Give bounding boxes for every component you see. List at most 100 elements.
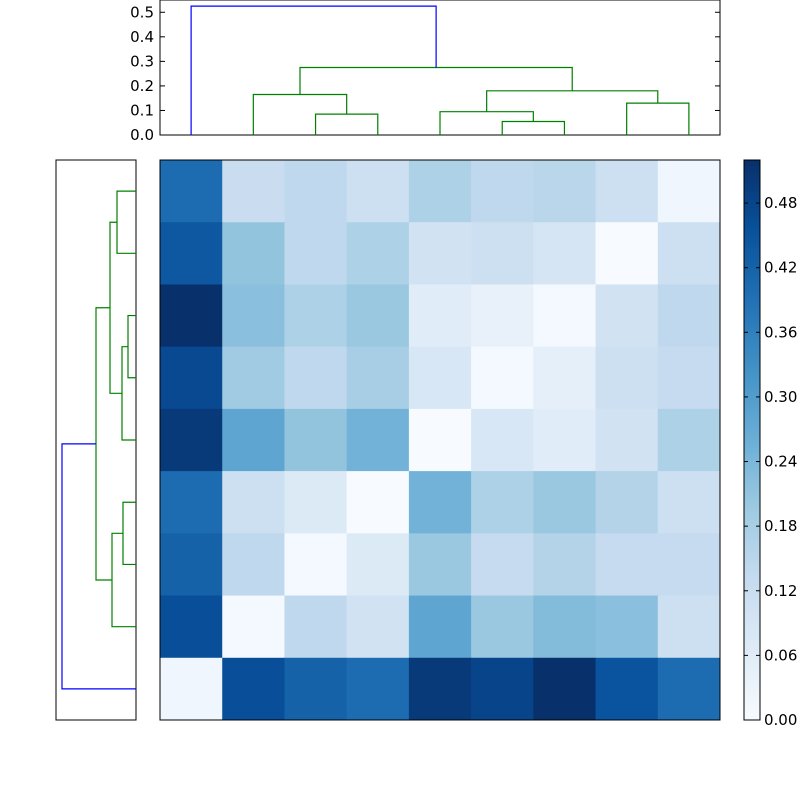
heatmap-cell (408, 222, 472, 285)
heatmap-cell (595, 284, 659, 348)
heatmap-cell (284, 408, 348, 472)
heatmap-cell (222, 595, 285, 659)
heatmap-cell (657, 595, 721, 659)
colorbar-gradient (743, 159, 761, 721)
heatmap-cell (222, 657, 285, 721)
heatmap-cell (346, 222, 410, 285)
heatmap-cell (471, 408, 534, 472)
heatmap-cell (595, 533, 659, 597)
heatmap-cell (595, 222, 659, 285)
heatmap-cell (222, 533, 285, 597)
colorbar-tick-label: 0.00 (764, 711, 797, 729)
heatmap-cell (160, 657, 223, 721)
colorbar: 0.00 0.06 0.12 0.18 0.24 0.30 0.36 0.42 0.48 (743, 159, 797, 729)
heatmap-cell (595, 346, 659, 410)
y-tick-label: 0.2 (130, 77, 154, 95)
top-dendrogram: 0.0 0.1 0.2 0.3 0.4 0.5 (130, 0, 721, 144)
heatmap-frame (159, 159, 721, 721)
dendrogram-link (439, 111, 534, 135)
heatmap-cell (346, 284, 410, 348)
heatmap-cell (408, 408, 472, 472)
heatmap-cell (595, 160, 659, 223)
heatmap-cell (222, 222, 285, 285)
heatmap-cell (657, 222, 721, 285)
heatmap-cell (657, 533, 721, 597)
heatmap-cell (471, 284, 534, 348)
heatmap-cell (222, 471, 285, 534)
heatmap-cell (408, 595, 472, 659)
heatmap-cell (346, 471, 410, 534)
heatmap-cell (408, 284, 472, 348)
heatmap-cell (160, 533, 223, 597)
heatmap-cell (533, 222, 597, 285)
heatmap-cell (160, 346, 223, 410)
heatmap-cell (533, 657, 597, 721)
heatmap-cell (160, 284, 223, 348)
heatmap-cell (657, 160, 721, 223)
colorbar-tick-label: 0.30 (764, 388, 797, 406)
heatmap-cell (284, 284, 348, 348)
heatmap-cell (284, 657, 348, 721)
heatmap (159, 159, 721, 721)
y-tick-label: 0.1 (130, 101, 154, 119)
heatmap-cell (595, 408, 659, 472)
heatmap-cell (284, 595, 348, 659)
heatmap-cell (471, 346, 534, 410)
dendrogram-link (116, 190, 136, 254)
heatmap-cell (346, 160, 410, 223)
dendrogram-link (121, 346, 136, 441)
heatmap-cell (346, 657, 410, 721)
y-tick-label: 0.4 (130, 28, 154, 46)
colorbar-tick-label: 0.42 (764, 259, 797, 277)
heatmap-cell (160, 471, 223, 534)
heatmap-cell (160, 408, 223, 472)
colorbar-tick-label: 0.12 (764, 582, 797, 600)
heatmap-cell (160, 595, 223, 659)
heatmap-cell (471, 533, 534, 597)
heatmap-cell (346, 346, 410, 410)
heatmap-cell (284, 346, 348, 410)
dendrogram-link (109, 221, 122, 394)
heatmap-cell (284, 222, 348, 285)
heatmap-cell (284, 160, 348, 223)
heatmap-cell (471, 160, 534, 223)
colorbar-tick-label: 0.24 (764, 453, 797, 471)
heatmap-cell (657, 346, 721, 410)
dendrogram-link (501, 120, 566, 135)
heatmap-cell (657, 408, 721, 472)
heatmap-cell (346, 533, 410, 597)
y-tick-label: 0.0 (130, 126, 154, 144)
heatmap-cell (346, 408, 410, 472)
colorbar-tick-label: 0.36 (764, 323, 797, 341)
heatmap-cell (222, 408, 285, 472)
heatmap-cell (284, 471, 348, 534)
colorbar-tick-label: 0.06 (764, 646, 797, 664)
colorbar-tick-label: 0.18 (764, 517, 797, 535)
heatmap-cell (222, 160, 285, 223)
dendrogram-link (190, 5, 437, 135)
colorbar-tick-label: 0.48 (764, 194, 797, 212)
heatmap-cell (346, 595, 410, 659)
heatmap-cell (533, 533, 597, 597)
dendrogram-link (626, 102, 690, 135)
heatmap-cell (595, 657, 659, 721)
y-tick-label: 0.5 (130, 3, 154, 21)
heatmap-cell (408, 160, 472, 223)
dendrogram-link (252, 93, 348, 135)
dendrogram-link (486, 90, 659, 112)
dendrogram-link (127, 314, 136, 379)
heatmap-cell (284, 533, 348, 597)
heatmap-cell (408, 657, 472, 721)
dendrogram-link (122, 501, 136, 566)
dendrogram-link (314, 113, 379, 135)
heatmap-cell (533, 595, 597, 659)
dendrogram-link (111, 532, 136, 628)
heatmap-cell (471, 471, 534, 534)
heatmap-cell (160, 160, 223, 223)
heatmap-cell (533, 408, 597, 472)
heatmap-cell (160, 222, 223, 285)
heatmap-cell (595, 471, 659, 534)
heatmap-cell (222, 346, 285, 410)
heatmap-cell (533, 284, 597, 348)
